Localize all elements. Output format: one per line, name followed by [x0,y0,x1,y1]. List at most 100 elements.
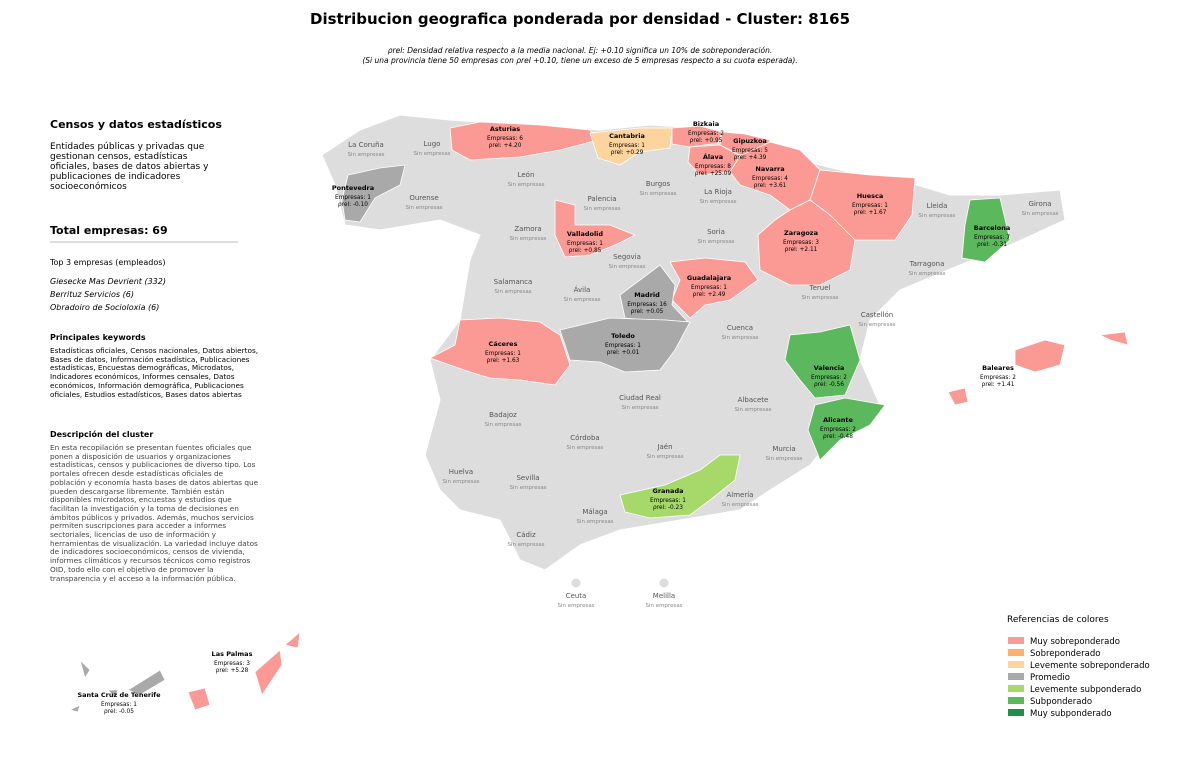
province-info: ρrel: +0.01 [607,350,640,356]
province-info: Sin empresas [509,236,546,242]
province-shape [589,127,673,166]
title: Distribucion geografica ponderada por de… [310,10,850,28]
province-info: ρrel: +0.85 [569,248,602,254]
legend-swatch [1008,637,1024,644]
province-info: Sin empresas [405,205,442,211]
province-info: Sin empresas [697,239,734,245]
province-info: Sin empresas [858,322,895,328]
province-info: Empresas: 8 [695,164,731,170]
province-info: Empresas: 2 [820,427,856,433]
total: Total empresas: 69 [50,224,168,237]
province-info: Sin empresas [442,479,479,485]
province-name: Badajoz [489,411,517,419]
province-info: Sin empresas [583,206,620,212]
province-name: Palencia [588,195,617,203]
province-info: Sin empresas [801,295,838,301]
province-info: Empresas: 1 [852,203,888,209]
legend-swatch [1008,649,1024,656]
legend-label: Muy subponderado [1030,709,1112,719]
province-name: Álava [703,152,723,161]
province-info: Sin empresas [699,199,736,205]
province-name: Barcelona [974,224,1011,232]
province-info: Sin empresas [507,182,544,188]
province-info: Empresas: 7 [974,235,1010,241]
province-name: Albacete [738,396,769,404]
province-name: León [518,171,535,179]
province-info: Sin empresas [484,422,521,428]
province-shape [784,324,861,399]
legend-swatch [1008,697,1024,704]
province-info: Sin empresas [563,297,600,303]
province-info: Sin empresas [509,485,546,491]
province-info: ρrel: +3.61 [754,183,787,189]
province-info: Sin empresas [507,542,544,548]
province-name: Cuenca [727,324,753,332]
province-info: ρrel: -0.56 [814,382,844,388]
province-info: Empresas: 2 [811,375,847,381]
province-shape [68,704,81,713]
province-info: Sin empresas [639,191,676,197]
province-name: Castellón [861,311,893,319]
province-name: Salamanca [494,278,533,286]
province-name: Santa Cruz de Tenerife [77,691,161,699]
province-shape [659,578,669,588]
province-info: Sin empresas [413,151,450,157]
province-name: Cantabria [609,132,645,140]
province-shape [254,649,283,696]
province-name: Ourense [409,194,438,202]
province-name: Soria [707,228,725,236]
province-name: Madrid [634,291,660,299]
province-info: Sin empresas [765,456,802,462]
province-info: ρrel: +1.41 [982,382,1015,388]
subtitle: ρrel: Densidad relativa respecto a la me… [388,46,772,55]
province-info: ρrel: +25.09 [695,171,732,177]
province-info: Empresas: 1 [101,702,137,708]
keywords-heading: Principales keywords [50,333,146,342]
province-info: Empresas: 2 [688,131,724,137]
top-item: Berrituz Servicios (6) [50,290,134,299]
province-info: Sin empresas [721,502,758,508]
province-info: Sin empresas [734,407,771,413]
province-info: Empresas: 1 [335,195,371,201]
province-name: Tarragona [909,260,945,268]
province-info: Sin empresas [721,335,758,341]
province-shape [79,658,91,679]
province-info: Sin empresas [566,445,603,451]
province-info: ρrel: +2.11 [785,247,818,253]
legend-swatch [1008,661,1024,668]
province-info: Sin empresas [608,264,645,270]
province-name: Córdoba [570,434,599,442]
province-name: Gipuzkoa [733,137,767,145]
description-heading: Descripción del cluster [50,430,154,439]
legend-label: Muy sobreponderado [1030,637,1120,647]
description: En esta recopilación se presentan fuente… [50,443,259,583]
province-name: Ceuta [566,592,587,600]
province-name: Valencia [814,364,845,372]
province-info: ρrel: +1.63 [487,358,520,364]
legend-label: Subponderado [1030,697,1092,707]
province-name: La Coruña [348,141,384,149]
province-shape [107,689,119,699]
province-info: Empresas: 1 [691,285,727,291]
province-shape [947,387,969,406]
province-info: Sin empresas [645,603,682,609]
province-info: Sin empresas [1021,211,1058,217]
legend-label: Sobreponderado [1030,649,1100,659]
province-info: Empresas: 1 [609,143,645,149]
province-info: Empresas: 3 [214,661,250,667]
province-name: Ciudad Real [619,394,661,402]
province-info: ρrel: -0.10 [338,202,368,208]
province-shape [341,164,406,223]
province-shape [187,687,211,711]
province-name: Granada [653,487,684,495]
province-name: Lleida [927,202,948,210]
province-shape [428,317,571,386]
legend-swatch [1008,709,1024,716]
province-name: Navarra [755,165,784,173]
province-shape [671,125,723,148]
province-info: Empresas: 1 [485,351,521,357]
province-shape [1098,331,1129,346]
province-shape [669,257,759,319]
